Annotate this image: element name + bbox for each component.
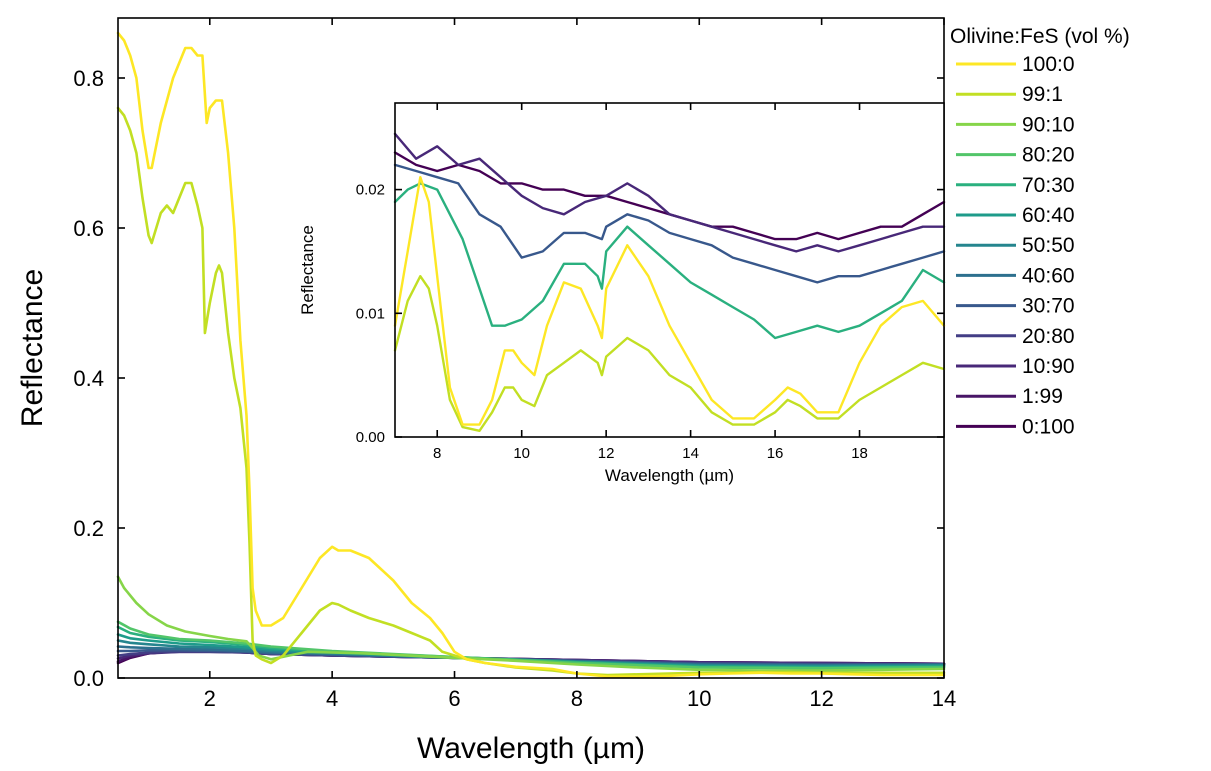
inset-x-tick-label: 16: [767, 445, 784, 462]
main-x-tick-label: 12: [809, 686, 833, 711]
main-y-axis-title: Reflectance: [16, 269, 49, 427]
inset-series-lines: [393, 132, 946, 432]
legend-label-99-1: 99:1: [1022, 83, 1063, 106]
main-series-line-80-20: [116, 620, 946, 670]
main-x-axis-title: Wavelength (µm): [417, 732, 645, 765]
inset-x-tick-label: 14: [682, 445, 699, 462]
legend-entries: 100:0 99:1 90:10 80:20 70:30 60:40 50:50 40:60 3…: [956, 53, 1075, 438]
inset-x-axis-title: Wavelength (µm): [605, 466, 734, 485]
inset-x-tick-label: 10: [513, 445, 530, 462]
inset-plot: 8 10 12 14 16 18 0.00 0.01 0.02 Wavelength (µm)…: [298, 102, 946, 485]
legend-label-70-30: 70:30: [1022, 174, 1075, 197]
main-series-line-99-1: [116, 106, 946, 677]
legend-label-1-99: 1:99: [1022, 385, 1063, 408]
inset-series-line-99-1: [393, 275, 946, 432]
legend-label-30-70: 30:70: [1022, 295, 1075, 318]
legend-label-0-100: 0:100: [1022, 415, 1075, 438]
main-x-tick-label: 6: [448, 686, 460, 711]
main-y-tick-label: 0.6: [73, 216, 104, 241]
legend-label-100-0: 100:0: [1022, 53, 1075, 76]
main-y-axis-ticks: 0.0 0.2 0.4 0.6 0.8: [73, 66, 944, 691]
main-x-tick-label: 10: [687, 686, 711, 711]
inset-background: [395, 103, 944, 437]
legend-title: Olivine:FeS (vol %): [950, 25, 1130, 48]
inset-y-axis-ticks: 0.00 0.01 0.02: [356, 182, 944, 446]
legend: Olivine:FeS (vol %) 100:0 99:1 90:10 80:20 7…: [950, 25, 1130, 438]
main-series-line-90-10: [116, 575, 946, 672]
inset-x-tick-label: 12: [598, 445, 615, 462]
legend-label-80-20: 80:20: [1022, 144, 1075, 167]
main-y-tick-label: 0.4: [73, 366, 104, 391]
main-x-tick-label: 8: [571, 686, 583, 711]
main-x-axis-ticks: 2 4 6 8 10 12 14: [204, 18, 956, 711]
main-series-lines: [116, 31, 946, 678]
main-x-tick-label: 2: [204, 686, 216, 711]
inset-x-tick-label: 18: [851, 445, 868, 462]
main-y-tick-label: 0.2: [73, 516, 104, 541]
inset-y-tick-label: 0.00: [356, 429, 385, 446]
inset-x-tick-label: 8: [433, 445, 441, 462]
main-x-tick-label: 14: [932, 686, 956, 711]
legend-label-50-50: 50:50: [1022, 234, 1075, 257]
inset-plot-frame: [394, 102, 945, 438]
main-plot: 2 4 6 8 10 12 14 0.0 0.2 0.4 0.6 0.8 Wavelength (µ…: [16, 17, 956, 765]
main-y-tick-label: 0.8: [73, 66, 104, 91]
inset-series-line-30-70: [393, 163, 946, 284]
inset-y-tick-label: 0.02: [356, 182, 385, 199]
inset-series-line-10-90: [393, 132, 946, 253]
inset-series-line-100-0: [393, 176, 946, 426]
main-series-line-100-0: [116, 31, 946, 678]
main-y-tick-label: 0.0: [73, 666, 104, 691]
inset-y-axis-title: Reflectance: [298, 225, 317, 315]
legend-label-40-60: 40:60: [1022, 264, 1075, 287]
inset-x-axis-ticks: 8 10 12 14 16 18: [433, 103, 868, 462]
main-x-tick-label: 4: [326, 686, 338, 711]
inset-series-line-70-30: [393, 182, 946, 340]
inset-y-tick-label: 0.01: [356, 305, 385, 322]
legend-label-90-10: 90:10: [1022, 113, 1075, 136]
legend-label-10-90: 10:90: [1022, 355, 1075, 378]
legend-label-60-40: 60:40: [1022, 204, 1075, 227]
legend-label-20-80: 20:80: [1022, 325, 1075, 348]
